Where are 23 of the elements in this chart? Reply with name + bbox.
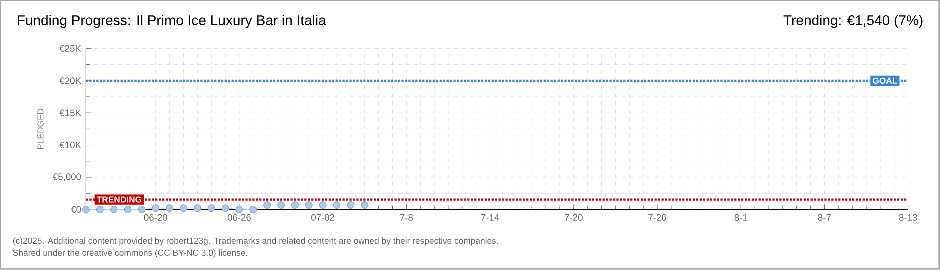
chart-subtitle: Trending: €1,540 (7%) [784, 15, 923, 28]
ref-line-label: TRENDING [96, 196, 142, 203]
x-tick-label: 7-26 [648, 214, 666, 222]
x-tick-label: 8-13 [899, 214, 918, 222]
y-tick-label: €0 [71, 206, 82, 214]
text: (c)2025. Additional content provided by robert123g. Trademarks and related content are owned by their respective companies. [13, 238, 498, 246]
y-tick-label: €20K [60, 78, 82, 84]
chart-title: Funding Progress: Il Primo Ice Luxury Bar in Italia [18, 15, 326, 28]
y-tick-label: €5,000 [52, 174, 82, 182]
ref-line-label: GOAL [873, 78, 898, 84]
x-tick-label: 8-1 [734, 214, 748, 222]
y-tick-label: €15K [60, 110, 82, 116]
y-tick-label: €25K [60, 45, 82, 52]
x-tick-label: 07-02 [311, 214, 335, 222]
x-tick-label: 7-20 [565, 214, 583, 222]
y-axis-title: PLEDGED [38, 108, 44, 150]
text: Shared under the creative commons (CC BY-NC 3.0) license. [13, 250, 248, 258]
x-tick-label: 8-7 [818, 214, 831, 222]
y-tick-label: €10K [60, 142, 82, 149]
x-tick-label: 7-14 [481, 214, 500, 221]
x-tick-label: 06-26 [228, 214, 251, 222]
x-tick-label: 06-20 [144, 214, 168, 222]
x-tick-label: 7-8 [400, 214, 414, 222]
